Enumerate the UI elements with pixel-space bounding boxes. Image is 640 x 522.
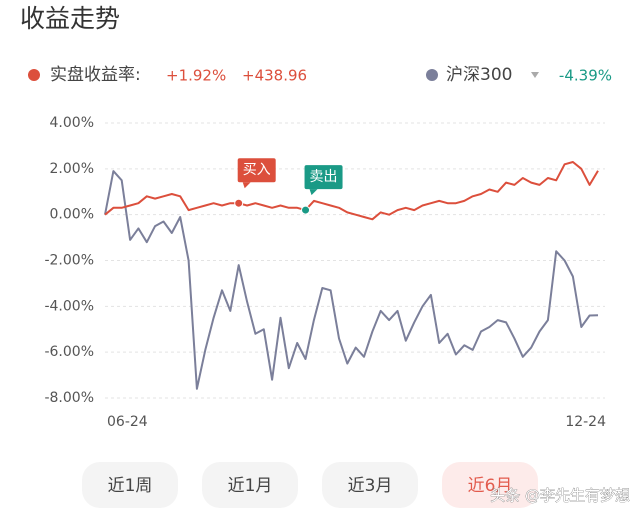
- range-button[interactable]: [322, 462, 418, 508]
- range-button[interactable]: [442, 462, 538, 508]
- legend-value: -4.39%: [559, 67, 612, 85]
- range-button[interactable]: [82, 462, 178, 508]
- legend-value: +1.92%: [166, 67, 226, 85]
- trade-tag-bg: [237, 158, 276, 183]
- range-button-label[interactable]: 近1月: [228, 476, 273, 496]
- trade-tag: 卖出: [310, 169, 338, 185]
- y-tick-label: 0.00%: [50, 207, 94, 223]
- y-tick-label: 4.00%: [50, 115, 94, 131]
- trade-tag: 买入: [243, 162, 271, 178]
- legend-label: 实盘收益率:: [50, 65, 141, 85]
- trade-point: [301, 205, 311, 215]
- trade-tag-bg: [304, 165, 343, 190]
- y-tick-label: -6.00%: [44, 344, 94, 360]
- watermark: 头条 @李先生有梦想: [490, 487, 630, 505]
- x-tick-label: 06-24: [107, 414, 148, 430]
- range-button-label[interactable]: 近1周: [108, 476, 153, 496]
- legend-dot: [28, 69, 40, 81]
- line: [104, 170, 599, 390]
- legend-dot: [426, 69, 438, 81]
- range-button[interactable]: [202, 462, 298, 508]
- legend-value: +438.96: [242, 67, 307, 85]
- plot: 4.00% 2.00% 0.00% -2.00% -4.00% -6.00% -8.00% 0…: [44, 115, 606, 430]
- trade-point: [234, 198, 244, 208]
- dropdown-arrow[interactable]: [531, 72, 539, 78]
- y-tick-label: -2.00%: [44, 253, 94, 269]
- title: 收益走势: [20, 4, 120, 33]
- line: [104, 161, 599, 221]
- y-tick-label: -8.00%: [44, 390, 94, 406]
- y-tick-label: 2.00%: [50, 161, 94, 177]
- x-tick-label: 12-24: [565, 414, 606, 430]
- trade-tag-tail: [242, 182, 251, 189]
- y-tick-label: -4.00%: [44, 298, 94, 314]
- legend-label: 沪深300: [446, 65, 512, 85]
- range-button-label[interactable]: 近6月: [468, 476, 513, 496]
- range-button-label[interactable]: 近3月: [348, 476, 393, 496]
- trade-tag-tail: [309, 189, 318, 196]
